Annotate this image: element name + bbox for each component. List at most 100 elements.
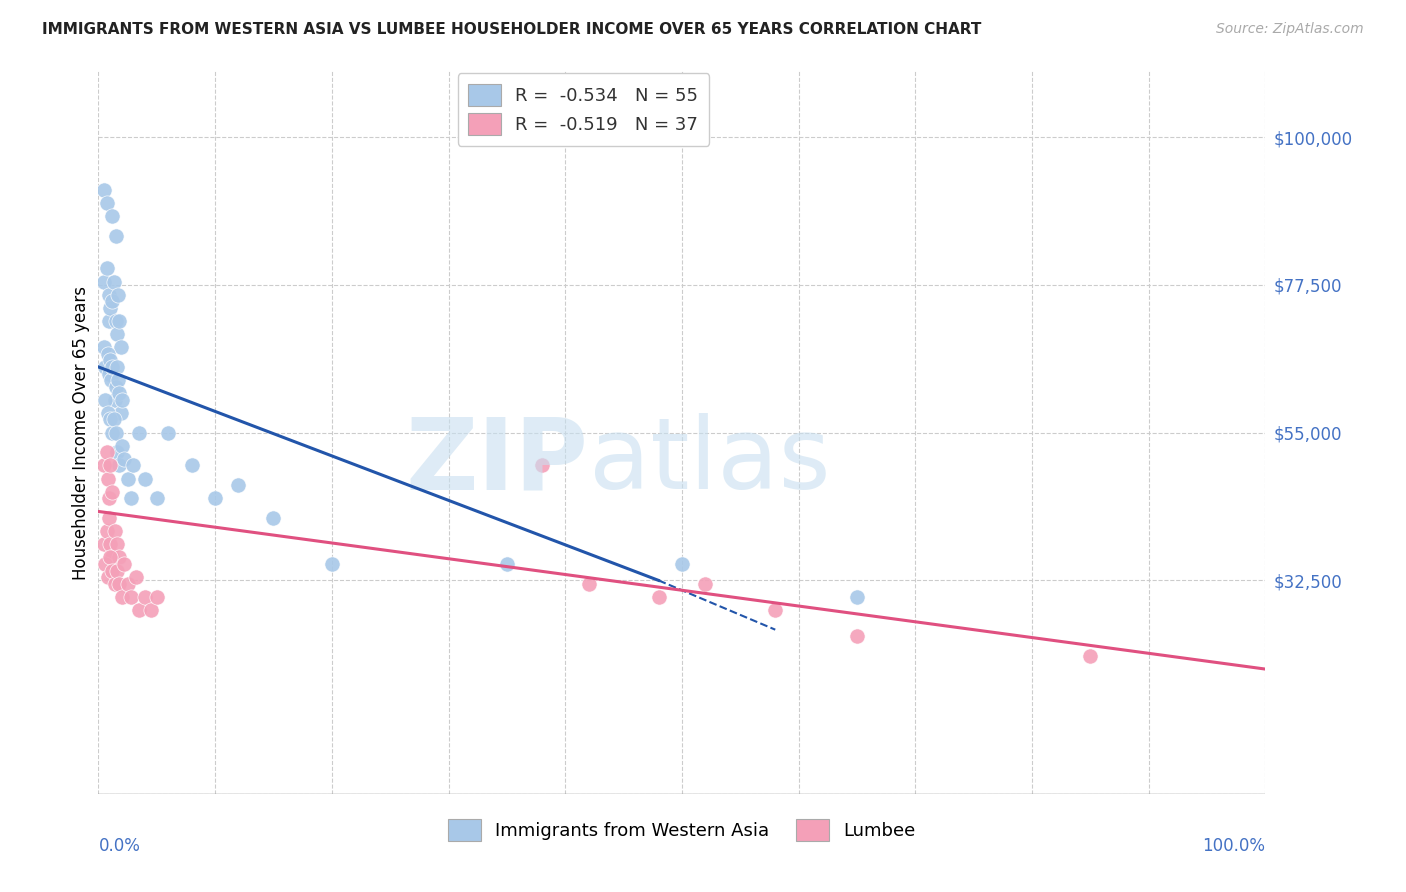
Point [647,590,669,604]
Point [134,590,156,604]
Text: IMMIGRANTS FROM WESTERN ASIA VS LUMBEE HOUSEHOLDER INCOME OVER 65 YEARS CORRELAT: IMMIGRANTS FROM WESTERN ASIA VS LUMBEE H… [42,22,981,37]
Point [104,379,127,393]
Point [101,550,124,565]
Point [101,294,124,309]
Point [180,458,202,473]
Point [530,458,553,473]
Point [93,275,115,289]
Point [112,451,135,466]
Point [104,314,127,328]
Point [108,386,131,401]
Point [93,183,115,197]
Point [204,491,226,506]
Point [100,373,122,387]
Point [97,347,120,361]
Point [105,537,128,551]
Point [846,629,869,643]
Point [695,576,717,591]
Point [105,359,128,374]
Text: 0.0%: 0.0% [98,838,141,855]
Point [671,557,693,571]
Point [98,537,121,551]
Point [117,576,139,591]
Point [108,458,131,473]
Point [104,228,127,243]
Point [117,472,139,486]
Point [111,590,134,604]
Text: Source: ZipAtlas.com: Source: ZipAtlas.com [1216,22,1364,37]
Point [157,425,180,440]
Point [94,359,117,374]
Point [98,353,121,368]
Text: ZIP: ZIP [406,413,589,510]
Point [93,537,115,551]
Point [101,359,124,374]
Point [94,392,117,407]
Point [105,327,128,342]
Point [578,576,600,591]
Point [97,472,120,486]
Point [97,570,120,584]
Point [107,373,129,387]
Point [101,209,124,223]
Y-axis label: Householder Income Over 65 years: Householder Income Over 65 years [72,285,90,580]
Point [103,275,125,289]
Point [104,425,127,440]
Point [104,576,127,591]
Point [96,445,118,459]
Point [97,406,120,420]
Point [93,458,115,473]
Point [105,445,128,459]
Point [101,425,124,440]
Point [111,392,134,407]
Point [101,484,124,499]
Point [96,261,118,276]
Point [122,458,145,473]
Point [96,524,118,538]
Point [98,550,121,565]
Point [110,406,132,420]
Point [94,557,117,571]
Point [111,439,134,453]
Point [846,590,869,604]
Point [321,557,343,571]
Point [98,412,121,426]
Point [496,557,519,571]
Point [97,511,120,525]
Point [125,570,148,584]
Legend: Immigrants from Western Asia, Lumbee: Immigrants from Western Asia, Lumbee [439,810,925,850]
Point [139,603,162,617]
Point [93,340,115,354]
Point [128,425,150,440]
Point [108,314,131,328]
Point [97,314,120,328]
Point [120,491,142,506]
Point [108,550,131,565]
Point [104,392,127,407]
Point [120,590,142,604]
Point [1080,648,1102,663]
Point [98,458,121,473]
Point [146,491,169,506]
Point [104,524,127,538]
Point [97,367,120,381]
Point [763,603,786,617]
Point [103,412,125,426]
Point [108,576,131,591]
Point [228,478,250,492]
Point [134,472,156,486]
Point [146,590,169,604]
Point [96,195,118,210]
Text: atlas: atlas [589,413,830,510]
Point [107,287,129,301]
Point [128,603,150,617]
Text: 100.0%: 100.0% [1202,838,1265,855]
Point [97,287,120,301]
Point [112,557,135,571]
Point [105,564,128,578]
Point [262,511,284,525]
Point [98,301,121,315]
Point [97,491,120,506]
Point [101,564,124,578]
Point [110,340,132,354]
